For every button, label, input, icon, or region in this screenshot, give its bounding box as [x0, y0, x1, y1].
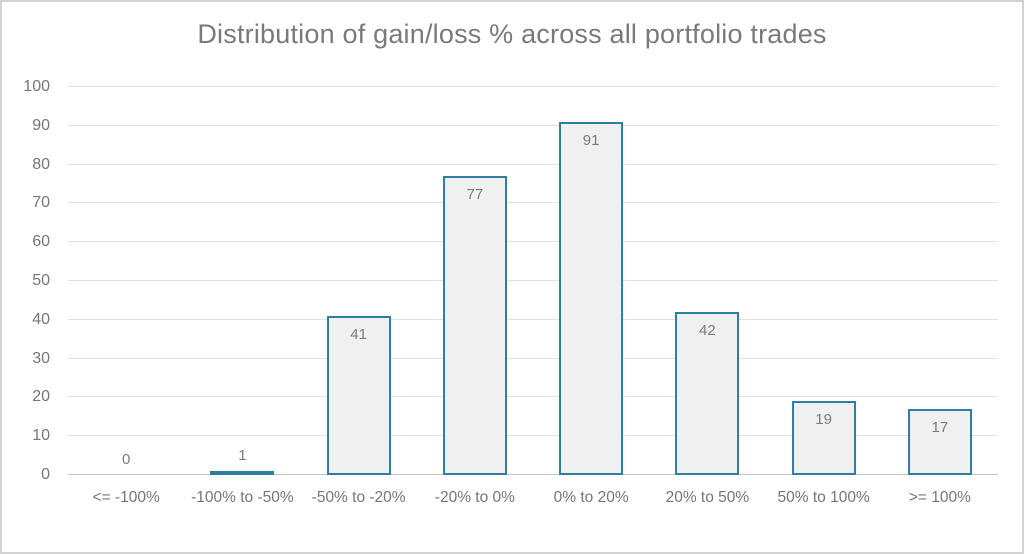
bar-slot: 91 [533, 87, 649, 475]
bar-slot: 17 [882, 87, 998, 475]
gridline [68, 435, 998, 437]
y-tick-label: 100 [23, 78, 50, 95]
bar-value-label: 42 [699, 322, 716, 340]
y-tick-label: 90 [32, 116, 50, 134]
y-tick-label: 80 [32, 155, 50, 173]
gridline [68, 124, 998, 126]
y-tick-label: 20 [32, 388, 50, 406]
plot-main: 0 1 41 77 91 42 19 17 <= -100% -100% to -50% -50%… [68, 86, 998, 510]
bar-slot: 77 [417, 87, 533, 475]
bar-slot: 42 [649, 87, 765, 475]
bar-value-label: 1 [238, 447, 247, 465]
bar [326, 315, 391, 475]
x-tick-label: 0% to 20% [553, 489, 629, 506]
y-tick-label: 30 [32, 349, 50, 367]
x-tick-label: -20% to 0% [434, 489, 515, 506]
bar [210, 471, 275, 475]
y-tick-label: 0 [41, 466, 50, 483]
x-axis-line [68, 474, 998, 475]
gridline [68, 318, 998, 320]
gridline [68, 396, 998, 398]
bar-slot: 1 [184, 87, 300, 475]
gridline [68, 241, 998, 243]
x-tick-label: 50% to 100% [777, 489, 870, 506]
bar [675, 312, 740, 475]
bar [907, 409, 972, 475]
gridline [68, 357, 998, 359]
bar-slot: 19 [766, 87, 882, 475]
gridline [68, 280, 998, 281]
gridline [68, 202, 998, 204]
chart-body: 0 10 20 30 40 50 60 70 80 90 100 0 1 41 77 91 42 19 17 <=… [2, 79, 1022, 510]
y-tick-label: 50 [32, 272, 50, 289]
y-axis: 0 10 20 30 40 50 60 70 80 90 100 [2, 79, 68, 483]
bar-slot: 0 [68, 87, 184, 475]
bar-value-label: 17 [931, 419, 949, 437]
bar [559, 121, 624, 475]
plot-area: 0 1 41 77 91 42 19 17 [68, 86, 998, 475]
chart-title: Distribution of gain/loss % across all p… [197, 19, 827, 49]
y-tick-label: 10 [32, 427, 50, 445]
x-tick-label: 20% to 50% [665, 489, 750, 506]
bar-slot: 41 [301, 87, 417, 475]
bar-value-label: 91 [582, 131, 600, 149]
bar-value-label: 0 [121, 451, 131, 468]
y-tick-label: 70 [32, 194, 50, 212]
x-tick-label: >= 100% [908, 489, 971, 506]
bar-series: 0 1 41 77 91 42 19 17 [68, 87, 998, 475]
x-tick-label: -100% to -50% [191, 489, 294, 506]
bar-value-label: 41 [350, 325, 367, 343]
bar-value-label: 19 [815, 411, 832, 429]
x-tick-label: -50% to -20% [311, 489, 406, 506]
gridline [68, 86, 998, 87]
gridline [68, 163, 998, 165]
y-tick-label: 60 [32, 233, 50, 251]
x-axis: <= -100% -100% to -50% -50% to -20% -20% to… [68, 486, 998, 510]
bar [442, 176, 507, 475]
bar [791, 401, 856, 475]
x-tick-label: <= -100% [92, 489, 160, 506]
bar-value-label: 77 [466, 186, 484, 204]
y-tick-label: 40 [32, 310, 50, 328]
